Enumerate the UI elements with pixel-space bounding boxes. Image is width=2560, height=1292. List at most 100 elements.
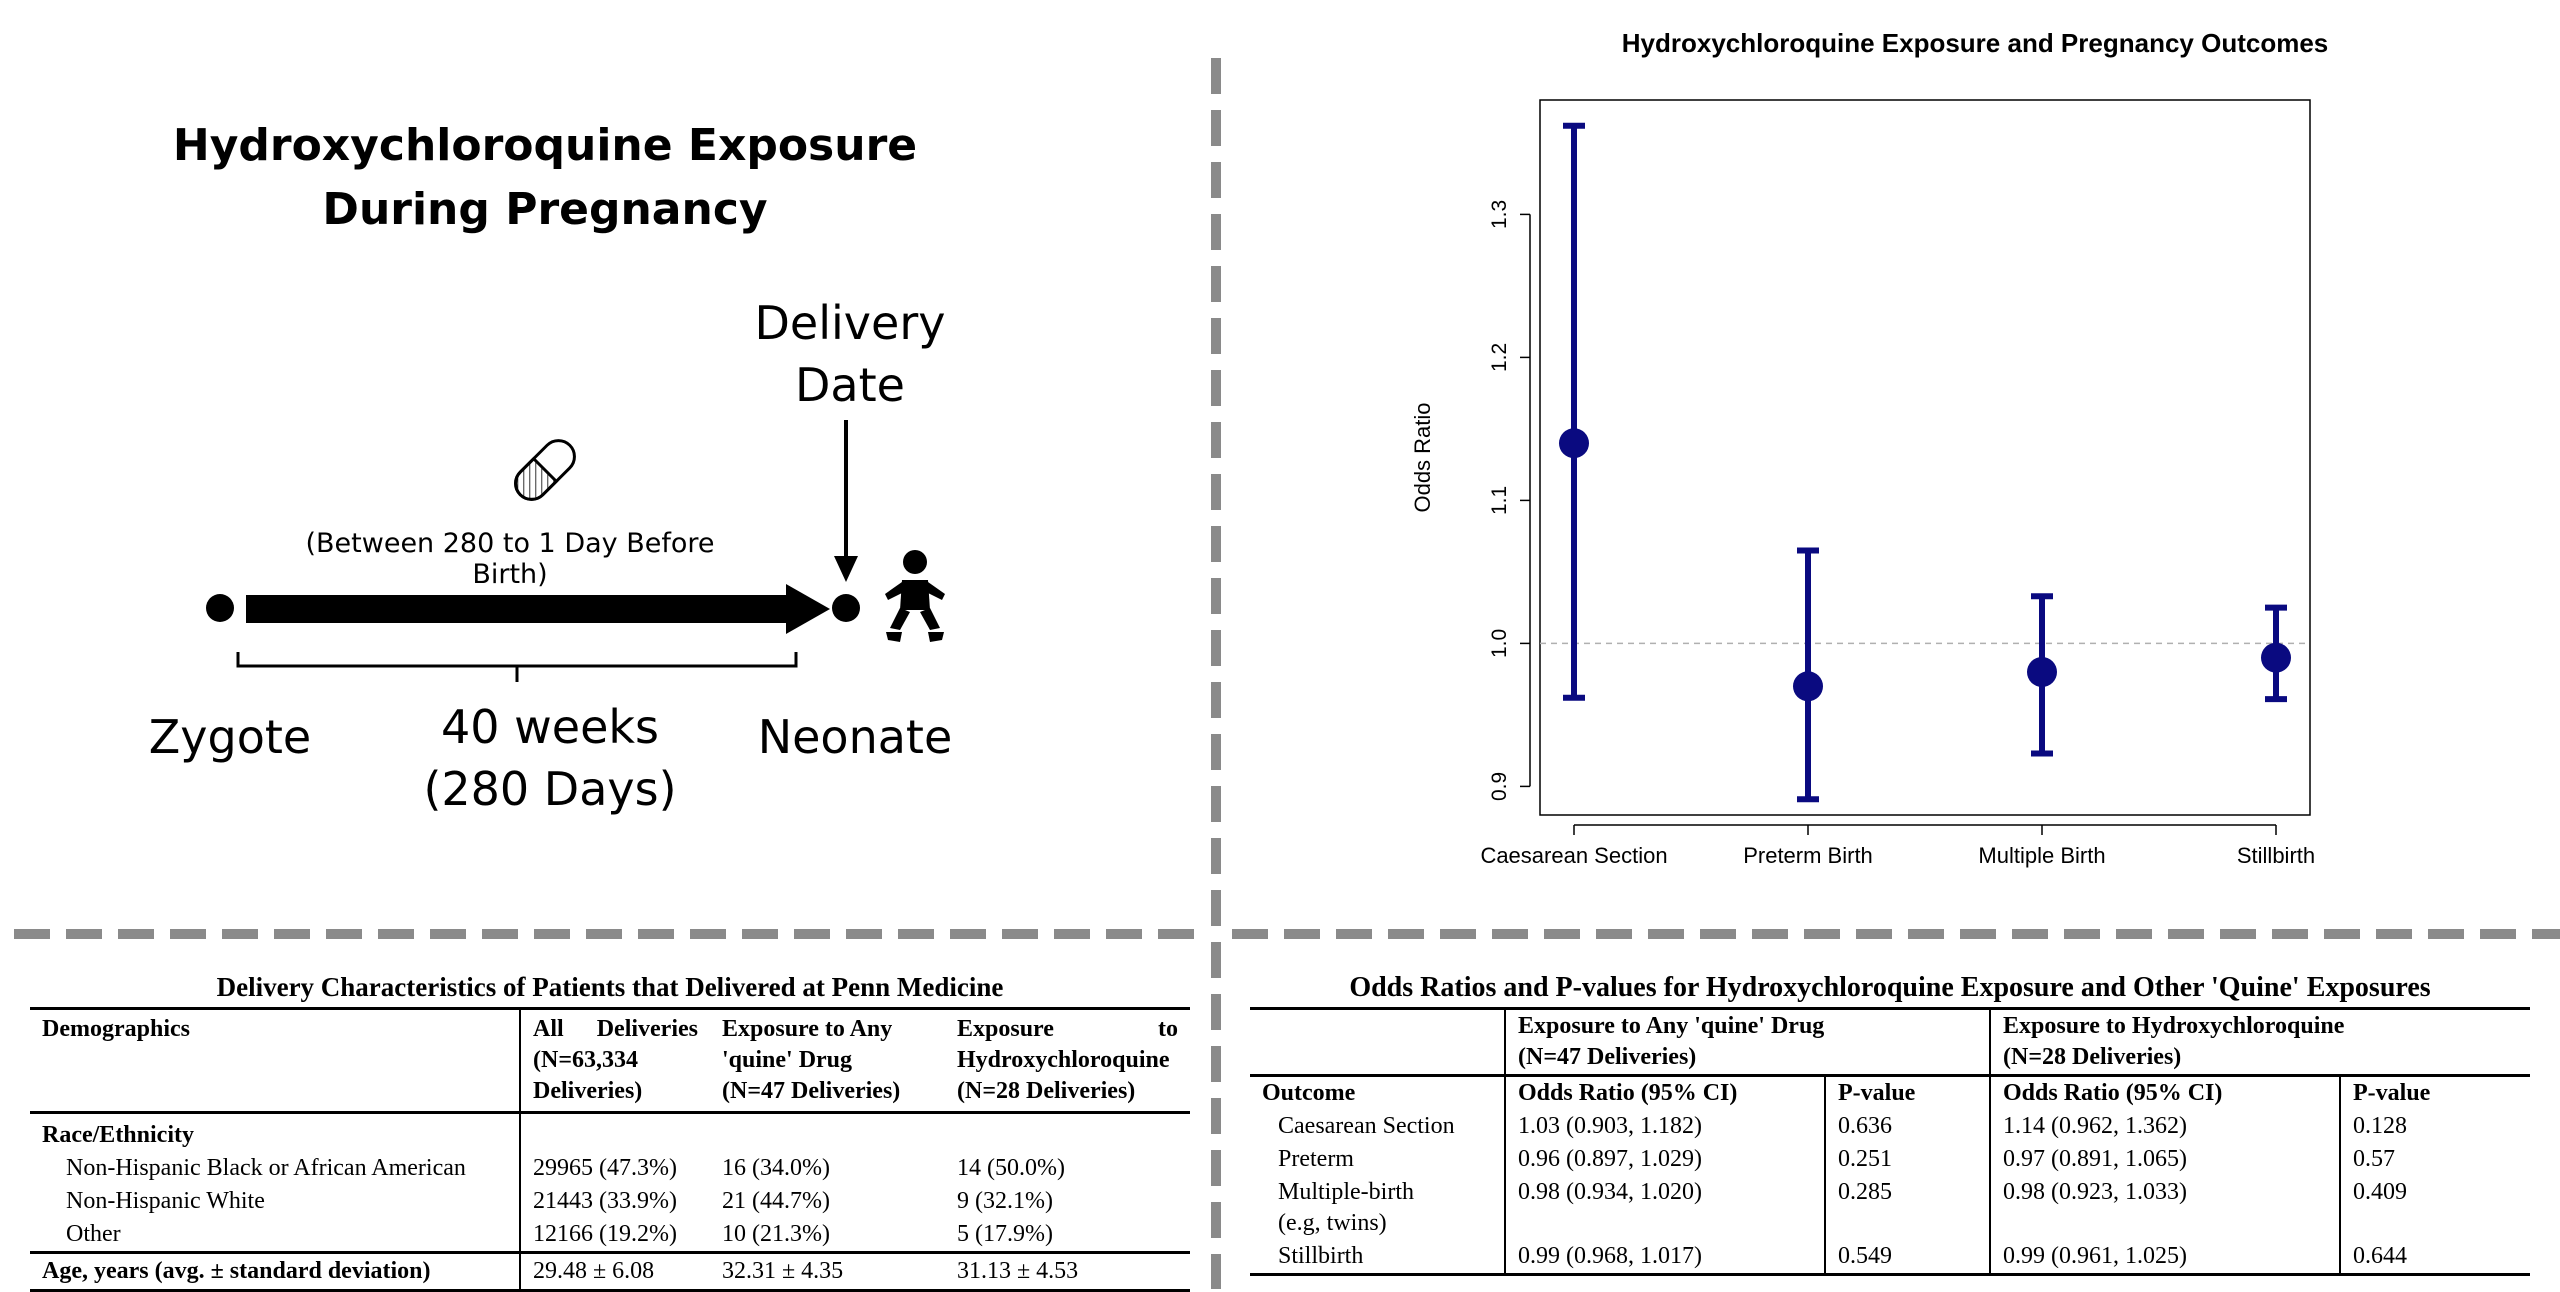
cell-any: 16 (34.0%) bbox=[722, 1155, 830, 1181]
group-hcq: Exposure to Hydroxychloroquine (N=28 Del… bbox=[1989, 1007, 2530, 1076]
exposure-window-note: (Between 280 to 1 Day Before Birth) bbox=[305, 528, 715, 590]
group-hcq-line1: Exposure to Hydroxychloroquine bbox=[2003, 1013, 2345, 1039]
header-hcq-part3: Hydroxychloroquine bbox=[957, 1047, 1170, 1073]
cell-all: 12166 (19.2%) bbox=[519, 1218, 710, 1253]
odds-ratio-table: Exposure to Any 'quine' Drug (N=47 Deliv… bbox=[1250, 1007, 2530, 1276]
neonate-label: Neonate bbox=[757, 710, 953, 764]
table1-title: Delivery Characteristics of Patients tha… bbox=[216, 972, 1004, 1002]
duration-line1: 40 weeks bbox=[441, 700, 659, 754]
header-any-or: Odds Ratio (95% CI) bbox=[1504, 1074, 1825, 1110]
group-any-line2: (N=47 Deliveries) bbox=[1518, 1044, 1697, 1070]
cell-hcq: 14 (50.0%) bbox=[957, 1155, 1065, 1181]
baby-icon bbox=[885, 550, 945, 642]
header-any-part3: (N=47 Deliveries) bbox=[722, 1078, 901, 1104]
header-all-part2: Deliveries bbox=[596, 1016, 698, 1042]
y-axis-label: Odds Ratio bbox=[1410, 402, 1435, 512]
x-tick-label: Multiple Birth bbox=[1978, 843, 2105, 868]
table-row: Caesarean Section 1.03 (0.903, 1.182) 0.… bbox=[1250, 1110, 2530, 1143]
header-outcome: Outcome bbox=[1250, 1074, 1505, 1110]
table-row: Other 12166 (19.2%) 10 (21.3%) 5 (17.9%) bbox=[30, 1218, 1190, 1253]
cell-hcq-p: 0.128 bbox=[2339, 1110, 2530, 1143]
header-demographics: Demographics bbox=[30, 1007, 520, 1114]
vertical-divider bbox=[1211, 58, 1221, 1289]
delivery-label-line1: Delivery bbox=[754, 296, 946, 350]
x-tick-label: Stillbirth bbox=[2237, 843, 2315, 868]
cell-hcq-or: 0.98 (0.923, 1.033) bbox=[1989, 1176, 2340, 1240]
plot-frame bbox=[1539, 99, 2311, 816]
header-hcq-part1: Exposure bbox=[957, 1016, 1054, 1042]
row-outcome-line2: (e.g, twins) bbox=[1278, 1210, 1387, 1236]
table-row: Non-Hispanic White 21443 (33.9%) 21 (44.… bbox=[30, 1185, 1190, 1218]
table-row-age: Age, years (avg. ± standard deviation) 2… bbox=[30, 1251, 1190, 1292]
row-label: Non-Hispanic Black or African American bbox=[66, 1155, 466, 1181]
cell-hcq-or: 0.99 (0.961, 1.025) bbox=[1989, 1240, 2340, 1276]
duration-line2: (280 Days) bbox=[423, 762, 677, 816]
table2-title: Odds Ratios and P-values for Hydroxychlo… bbox=[1349, 972, 2431, 1003]
odds-ratio-chart: 0.9 1.0 1.1 1.2 1.3 Odds Ratio Caesarean Secti… bbox=[1410, 99, 2315, 868]
cell-any-p: 0.285 bbox=[1824, 1176, 1990, 1240]
row-label: Other bbox=[66, 1221, 121, 1247]
header-hcq-part2: to bbox=[1158, 1016, 1178, 1042]
header-hcq-part4: (N=28 Deliveries) bbox=[957, 1078, 1136, 1104]
cell-hcq: 9 (32.1%) bbox=[957, 1188, 1053, 1214]
odds-ratio-point bbox=[2261, 642, 2291, 673]
cell-any: 21 (44.7%) bbox=[722, 1188, 830, 1214]
y-tick-label: 0.9 bbox=[1488, 772, 1511, 801]
zygote-label: Zygote bbox=[148, 710, 312, 764]
pregnancy-timeline bbox=[206, 420, 860, 682]
cell-age-any: 32.31 ± 4.35 bbox=[710, 1251, 945, 1292]
cell-any-p: 0.636 bbox=[1824, 1110, 1990, 1143]
cell-any-p: 0.251 bbox=[1824, 1143, 1990, 1176]
cell-any-or: 1.03 (0.903, 1.182) bbox=[1504, 1110, 1825, 1143]
row-outcome-line1: Multiple-birth bbox=[1278, 1179, 1414, 1205]
cell-any-or: 0.99 (0.968, 1.017) bbox=[1504, 1240, 1825, 1276]
row-label: Non-Hispanic White bbox=[66, 1188, 265, 1214]
table-row: Stillbirth 0.99 (0.968, 1.017) 0.549 0.9… bbox=[1250, 1240, 2530, 1276]
cell-any-p: 0.549 bbox=[1824, 1240, 1990, 1276]
row-outcome: Multiple-birth (e.g, twins) bbox=[1250, 1176, 1505, 1240]
header-all-deliveries: All Deliveries (N=63,334 Deliveries) bbox=[519, 1007, 710, 1114]
y-tick-label: 1.2 bbox=[1488, 343, 1511, 372]
header-hcq-p: P-value bbox=[2339, 1074, 2530, 1110]
cell-hcq-or: 0.97 (0.891, 1.065) bbox=[1989, 1143, 2340, 1176]
horizontal-divider-left bbox=[14, 929, 1194, 939]
header-any-quine: Exposure to Any 'quine' Drug (N=47 Deliv… bbox=[710, 1007, 945, 1114]
y-tick-label: 1.1 bbox=[1488, 486, 1511, 515]
infographic-title: Hydroxychloroquine Exposure During Pregn… bbox=[120, 114, 970, 242]
x-tick-label: Caesarean Section bbox=[1480, 843, 1667, 868]
section-empty-cell bbox=[710, 1113, 945, 1153]
y-tick-label: 1.3 bbox=[1488, 200, 1511, 229]
header-any-part1: Exposure to Any bbox=[722, 1016, 893, 1042]
header-all-part1: All bbox=[533, 1016, 564, 1042]
cell-hcq: 5 (17.9%) bbox=[957, 1221, 1053, 1247]
row-outcome: Caesarean Section bbox=[1278, 1113, 1455, 1139]
table-row: Preterm 0.96 (0.897, 1.029) 0.251 0.97 (… bbox=[1250, 1143, 2530, 1176]
x-tick-label: Preterm Birth bbox=[1743, 843, 1873, 868]
row-outcome: Stillbirth bbox=[1250, 1240, 1505, 1276]
odds-ratio-point bbox=[1793, 671, 1823, 702]
cell-all: 29965 (47.3%) bbox=[519, 1152, 710, 1185]
cell-all: 21443 (33.9%) bbox=[519, 1185, 710, 1218]
duration-label: 40 weeks (280 Days) bbox=[390, 696, 710, 820]
chart-title: Hydroxychloroquine Exposure and Pregnanc… bbox=[1621, 28, 2329, 58]
age-label: Age, years (avg. ± standard deviation) bbox=[30, 1251, 520, 1292]
horizontal-divider-right bbox=[1232, 929, 2560, 939]
header-any-p: P-value bbox=[1824, 1074, 1990, 1110]
group-any-line1: Exposure to Any 'quine' Drug bbox=[1518, 1013, 1825, 1039]
group-any-quine: Exposure to Any 'quine' Drug (N=47 Deliv… bbox=[1504, 1007, 1990, 1076]
infographic-title-line2: During Pregnancy bbox=[322, 184, 768, 235]
delivery-date-label: Delivery Date bbox=[720, 292, 980, 416]
table-row: Non-Hispanic Black or African American 2… bbox=[30, 1152, 1190, 1185]
header-hcq: Exposure to Hydroxychloroquine (N=28 Del… bbox=[945, 1007, 1190, 1114]
cell-any-or: 0.96 (0.897, 1.029) bbox=[1504, 1143, 1825, 1176]
header-all-part4: Deliveries) bbox=[533, 1078, 643, 1104]
cell-hcq-p: 0.57 bbox=[2339, 1143, 2530, 1176]
header-all-part3: (N=63,334 bbox=[533, 1047, 638, 1073]
infographic-title-line1: Hydroxychloroquine Exposure bbox=[172, 120, 918, 171]
cell-hcq-p: 0.409 bbox=[2339, 1176, 2530, 1240]
table2-group-row: Exposure to Any 'quine' Drug (N=47 Deliv… bbox=[1250, 1007, 2530, 1076]
header-hcq-or: Odds Ratio (95% CI) bbox=[1989, 1074, 2340, 1110]
group-empty-cell bbox=[1250, 1007, 1505, 1076]
header-any-part2: 'quine' Drug bbox=[722, 1047, 853, 1073]
age-label-rest: (avg. ± standard deviation) bbox=[154, 1258, 431, 1284]
